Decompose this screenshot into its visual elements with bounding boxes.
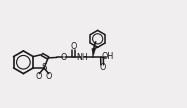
Polygon shape xyxy=(92,48,96,57)
Text: O: O xyxy=(61,53,67,62)
Text: S: S xyxy=(42,63,47,72)
Text: O: O xyxy=(36,72,42,81)
Text: O: O xyxy=(46,72,52,81)
Text: O: O xyxy=(99,63,105,72)
Text: OH: OH xyxy=(102,52,114,61)
Text: NH: NH xyxy=(76,53,88,62)
Text: O: O xyxy=(70,42,77,51)
